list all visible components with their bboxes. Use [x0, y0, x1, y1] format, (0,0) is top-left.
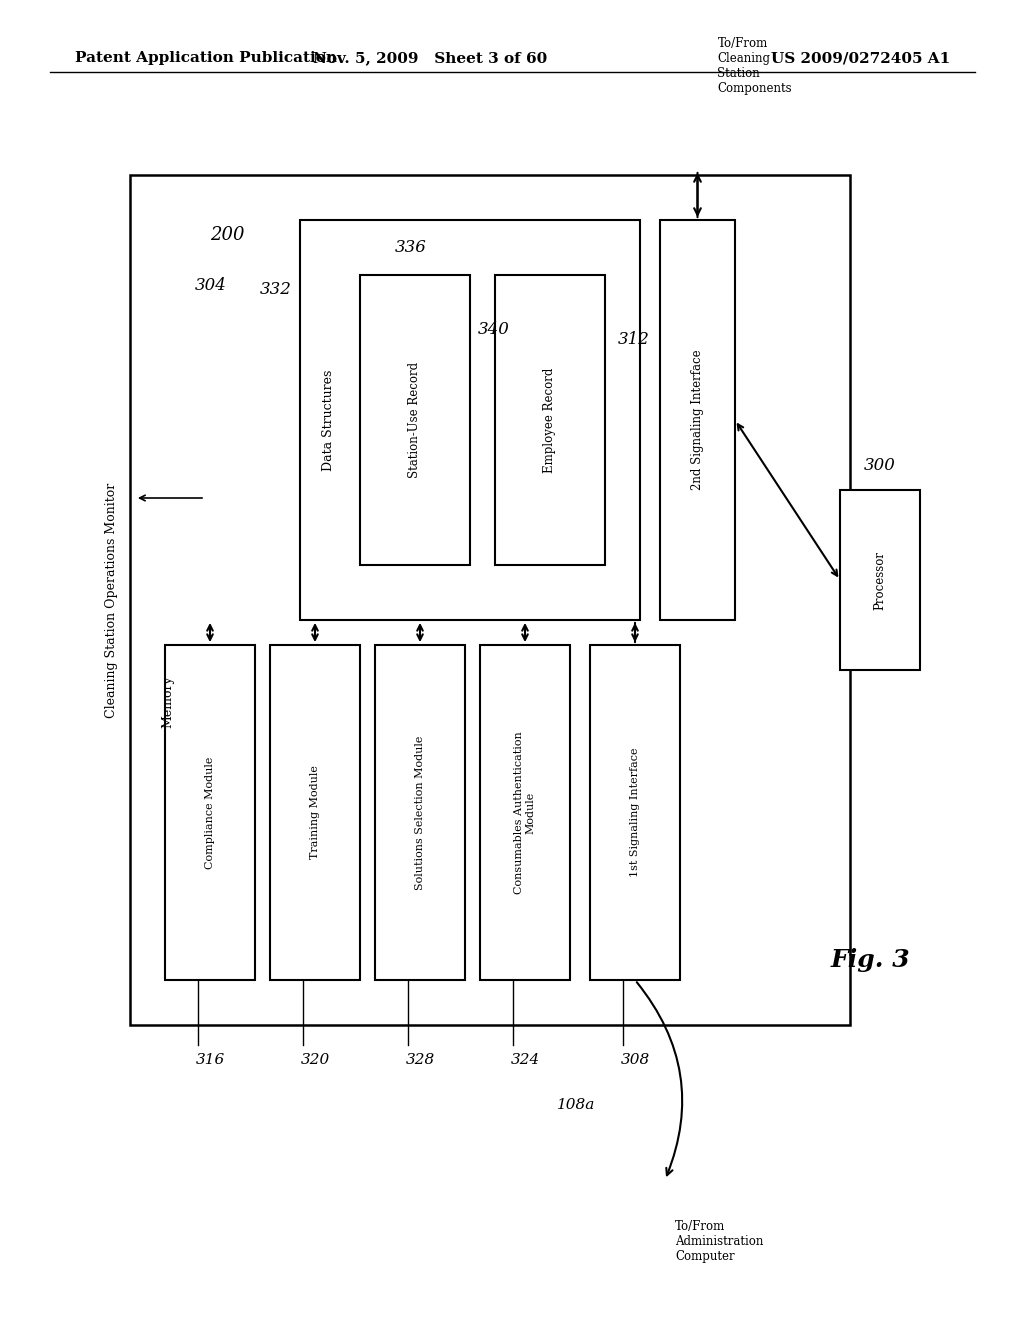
Text: 2nd Signaling Interface: 2nd Signaling Interface	[691, 350, 705, 490]
Text: Data Structures: Data Structures	[322, 370, 335, 471]
Text: Compliance Module: Compliance Module	[205, 756, 215, 869]
Bar	[480, 645, 570, 979]
Bar	[495, 275, 605, 565]
Text: 308: 308	[621, 1053, 649, 1067]
Text: Memory: Memory	[162, 676, 174, 729]
Text: Solutions Selection Module: Solutions Selection Module	[415, 735, 425, 890]
Bar	[300, 220, 640, 620]
Text: Employee Record: Employee Record	[544, 367, 556, 473]
Text: US 2009/0272405 A1: US 2009/0272405 A1	[771, 51, 950, 65]
Text: 316: 316	[196, 1053, 224, 1067]
Bar	[270, 645, 360, 979]
Text: To/From
Administration
Computer: To/From Administration Computer	[675, 1220, 763, 1263]
Text: 108a: 108a	[557, 1098, 595, 1111]
Bar	[660, 220, 735, 620]
Text: 332: 332	[260, 281, 292, 298]
Bar	[840, 490, 920, 671]
Text: 1st Signaling Interface: 1st Signaling Interface	[630, 747, 640, 878]
Bar	[590, 645, 680, 979]
Text: Fig. 3: Fig. 3	[830, 948, 909, 972]
Text: 200: 200	[210, 226, 245, 244]
Bar	[165, 645, 255, 979]
Bar	[130, 176, 850, 1026]
Text: Cleaning Station Operations Monitor: Cleaning Station Operations Monitor	[105, 482, 119, 718]
Text: 328: 328	[406, 1053, 434, 1067]
Text: Processor: Processor	[873, 550, 887, 610]
Text: 312: 312	[618, 331, 650, 348]
Text: 304: 304	[195, 276, 227, 293]
Text: Station-Use Record: Station-Use Record	[409, 362, 422, 478]
Bar	[360, 275, 470, 565]
Text: 324: 324	[510, 1053, 540, 1067]
Bar	[375, 645, 465, 979]
Text: 340: 340	[478, 322, 510, 338]
Text: Training Module: Training Module	[310, 766, 319, 859]
Text: Consumables Authentication
Module: Consumables Authentication Module	[514, 731, 536, 894]
Text: 336: 336	[395, 239, 427, 256]
Text: 300: 300	[864, 457, 896, 474]
Text: To/From
Cleaning
Station
Components: To/From Cleaning Station Components	[718, 37, 793, 95]
Text: Patent Application Publication: Patent Application Publication	[75, 51, 337, 65]
Text: 320: 320	[300, 1053, 330, 1067]
Text: Nov. 5, 2009   Sheet 3 of 60: Nov. 5, 2009 Sheet 3 of 60	[313, 51, 547, 65]
